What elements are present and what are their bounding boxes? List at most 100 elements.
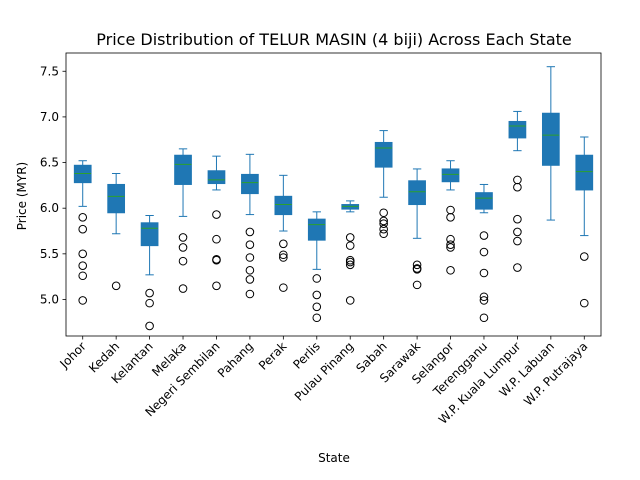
iqr-box <box>174 154 192 185</box>
outlier-point <box>178 233 188 242</box>
y-tick-label: 6.5 <box>40 156 59 170</box>
box-4 <box>207 155 226 291</box>
outlier-point <box>312 313 322 323</box>
outlier-point <box>412 265 422 274</box>
outlier-point <box>279 253 288 262</box>
box-5 <box>241 153 259 299</box>
outlier-point <box>446 234 455 244</box>
x-tick-label: Pulau Pinang <box>292 339 357 404</box>
outlier-point <box>579 252 589 261</box>
x-axis-label: State <box>318 451 350 465</box>
box-14 <box>541 66 560 221</box>
outlier-point <box>245 289 255 299</box>
iqr-box <box>541 112 560 166</box>
outlier-point <box>513 214 522 224</box>
box-6 <box>274 174 293 292</box>
iqr-box <box>241 173 259 195</box>
box-1 <box>107 173 126 291</box>
outlier-point <box>78 224 88 234</box>
outlier-point <box>145 288 154 298</box>
outlier-point <box>111 281 121 291</box>
outlier-point <box>212 234 221 244</box>
box-2 <box>140 214 159 331</box>
box-15 <box>575 136 594 308</box>
y-tick-label: 7.5 <box>40 64 59 78</box>
iqr-box <box>441 168 460 183</box>
box-13 <box>508 110 527 272</box>
outlier-point <box>513 182 522 192</box>
outlier-point <box>446 213 455 222</box>
outlier-point <box>479 247 489 257</box>
plot-area <box>73 66 594 331</box>
iqr-box <box>575 154 594 191</box>
x-tick-label: Johor <box>56 339 88 371</box>
box-11 <box>441 160 460 275</box>
outlier-point <box>245 253 255 262</box>
outlier-point <box>178 284 188 293</box>
outlier-point <box>345 233 355 242</box>
outlier-point <box>145 298 154 308</box>
outlier-point <box>379 229 388 239</box>
outlier-point <box>513 263 522 272</box>
outlier-point <box>345 296 355 305</box>
outlier-point <box>446 205 455 215</box>
outlier-point <box>312 302 322 312</box>
iqr-box <box>207 170 226 185</box>
outlier-point <box>479 313 489 323</box>
iqr-box <box>408 180 426 206</box>
outlier-point <box>345 257 355 267</box>
outlier-point <box>312 274 322 283</box>
outlier-point <box>78 271 88 281</box>
outlier-point <box>212 281 221 291</box>
box-9 <box>374 130 393 239</box>
iqr-box <box>274 195 293 216</box>
outlier-point <box>379 216 388 226</box>
box-10 <box>408 168 426 290</box>
outlier-point <box>178 243 188 252</box>
y-axis: 5.0 5.5 6.0 6.5 7.0 7.5 <box>40 64 66 306</box>
outlier-point <box>412 280 422 290</box>
outlier-point <box>245 227 255 237</box>
y-tick-label: 5.0 <box>40 292 59 306</box>
outlier-point <box>78 213 88 222</box>
outlier-point <box>479 231 489 240</box>
outlier-point <box>379 224 388 234</box>
iqr-box <box>307 218 326 241</box>
outlier-point <box>513 175 522 185</box>
outlier-point <box>412 260 422 270</box>
y-tick-label: 7.0 <box>40 110 59 124</box>
outlier-point <box>78 261 88 271</box>
outlier-point <box>345 260 355 270</box>
iqr-box <box>140 222 159 247</box>
box-8 <box>341 200 360 305</box>
outlier-point <box>479 296 489 305</box>
axes-frame <box>65 52 602 337</box>
outlier-point <box>345 241 355 250</box>
iqr-box <box>475 192 493 210</box>
outlier-point <box>279 250 288 260</box>
y-tick-label: 6.0 <box>40 201 59 215</box>
outlier-point <box>345 255 355 265</box>
outlier-point <box>479 268 489 278</box>
outlier-point <box>245 275 255 284</box>
outlier-point <box>379 208 388 218</box>
chart-title: Price Distribution of TELUR MASIN (4 bij… <box>96 30 572 49</box>
outlier-point <box>212 255 221 265</box>
outlier-point <box>479 292 489 302</box>
outlier-point <box>446 240 455 250</box>
outlier-point <box>379 219 388 229</box>
outlier-point <box>178 256 188 266</box>
box-12 <box>475 183 493 323</box>
box-7 <box>307 211 326 323</box>
iqr-box <box>374 141 393 168</box>
outlier-point <box>245 240 255 250</box>
outlier-point <box>245 265 255 275</box>
x-tick-label: Perak <box>256 339 290 373</box>
outlier-point <box>279 283 288 292</box>
iqr-box <box>107 183 126 214</box>
box-3 <box>174 148 192 293</box>
outlier-point <box>279 239 288 249</box>
y-axis-label: Price (MYR) <box>15 162 29 230</box>
